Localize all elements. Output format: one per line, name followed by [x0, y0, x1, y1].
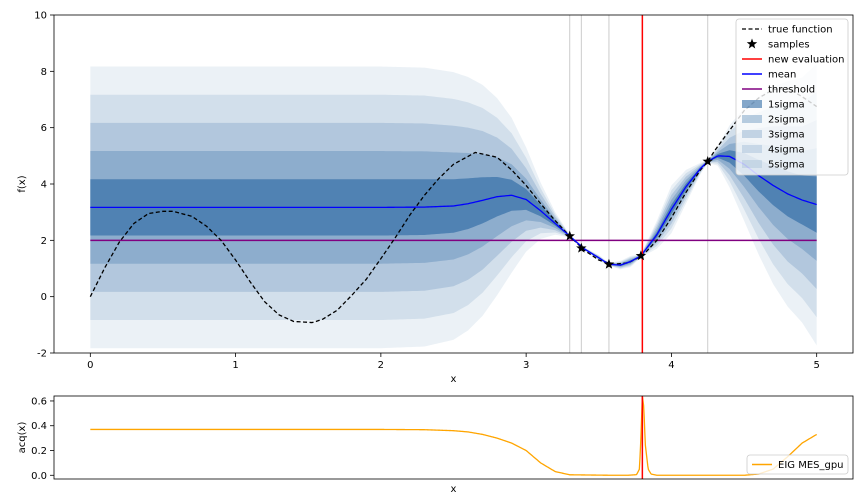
mean-line [90, 155, 817, 266]
x-tick-label: 3 [523, 360, 529, 371]
legend-handle [746, 38, 758, 49]
bottom-legend: EIG MES_gpu [746, 454, 849, 475]
legend-label: true function [768, 25, 833, 36]
y-tick-label: 8 [41, 67, 47, 78]
bottom-axes-frame [53, 395, 854, 480]
y-tick-label: 0.2 [31, 446, 47, 457]
legend-label: 1sigma [768, 100, 805, 111]
legend-label: 5sigma [768, 160, 805, 171]
legend-frame [735, 18, 849, 176]
true-function-line [89, 87, 818, 324]
legend-label: samples [768, 40, 810, 51]
bottom-y-axis-label: acq(x) [17, 422, 28, 454]
sample-point [576, 242, 587, 253]
y-tick-label: 4 [41, 180, 47, 191]
sigma-band-1 [90, 150, 817, 266]
legend-handle [742, 160, 762, 168]
acquisition-line [90, 395, 818, 476]
legend-handle [742, 100, 762, 108]
sample-point [635, 250, 647, 261]
bottom-y-ticks: 0.0 0.2 0.4 0.6 [31, 396, 54, 482]
y-tick-label: 0 [41, 292, 47, 303]
top-y-axis-label: f(x) [17, 175, 28, 192]
y-tick-label: 6 [41, 123, 47, 134]
x-tick-label: 5 [813, 360, 819, 371]
x-tick-label: 1 [232, 360, 238, 371]
legend-handle [742, 145, 762, 153]
x-tick-label: 0 [87, 360, 93, 371]
y-tick-label: 0.4 [31, 421, 47, 432]
top-x-ticks: 0 1 2 3 4 5 [87, 353, 820, 371]
acquisition-plot: 0.0 0.2 0.4 0.6 x acq(x) EIG MES_gpu [17, 395, 854, 495]
y-tick-label: -2 [37, 349, 47, 360]
x-tick-label: 2 [378, 360, 384, 371]
legend-label: threshold [768, 85, 815, 96]
y-tick-label: 10 [34, 11, 47, 22]
legend-handle [742, 115, 762, 123]
legend-label: 4sigma [768, 145, 805, 156]
sample-vlines [569, 15, 709, 353]
top-legend: true function samples new evaluation mean th… [735, 18, 849, 176]
legend-label: new evaluation [768, 55, 844, 66]
gp-plot: 0 1 2 3 4 5 -2 0 2 4 6 8 10 x f(x) true function sam… [17, 11, 854, 385]
y-tick-label: 0.6 [31, 396, 47, 407]
y-tick-label: 0.0 [31, 471, 47, 482]
legend-frame [746, 454, 849, 475]
sample-point [603, 258, 615, 269]
legend-handle [742, 130, 762, 138]
x-tick-label: 4 [668, 360, 674, 371]
legend-label: 2sigma [768, 115, 805, 126]
top-x-axis-label: x [451, 374, 457, 385]
bottom-x-axis-label: x [451, 484, 457, 495]
y-tick-label: 2 [41, 236, 47, 247]
legend-label: mean [768, 70, 796, 81]
sample-markers [564, 155, 713, 269]
sample-point [564, 230, 575, 241]
sample-point [702, 155, 713, 166]
legend-label: 3sigma [768, 130, 805, 141]
legend-label: EIG MES_gpu [778, 460, 844, 471]
top-y-ticks: -2 0 2 4 6 8 10 [34, 11, 54, 360]
